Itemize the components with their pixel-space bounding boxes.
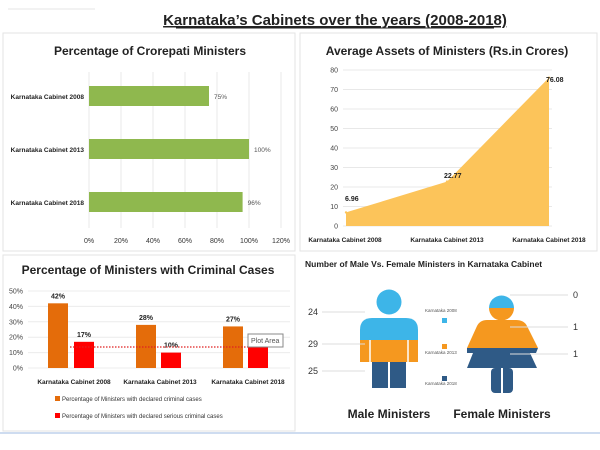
data-label: 75% xyxy=(214,94,227,101)
female-value: 1 xyxy=(573,322,578,332)
category-label: Karnataka Cabinet 2013 xyxy=(123,379,197,386)
legend-label: Karnataka 2013 xyxy=(425,350,457,355)
y-tick-label: 20% xyxy=(9,335,23,342)
category-label: Karnataka Cabinet 2018 xyxy=(11,200,85,207)
data-label: 17% xyxy=(77,332,92,339)
y-tick-label: 70 xyxy=(330,87,338,94)
data-label: 22.77 xyxy=(444,173,462,180)
legend-swatch xyxy=(442,318,447,323)
category-label: Karnataka Cabinet 2008 xyxy=(308,237,382,244)
chart-title: Average Assets of Ministers (Rs.in Crore… xyxy=(326,44,569,58)
category-label: Karnataka Cabinet 2008 xyxy=(11,94,85,101)
page-title: Karnataka’s Cabinets over the years (200… xyxy=(163,12,507,29)
female-head-top xyxy=(489,295,514,308)
category-label: Karnataka Cabinet 2018 xyxy=(211,379,285,386)
data-label: 76.08 xyxy=(546,77,564,84)
bar xyxy=(74,341,94,368)
male-value: 24 xyxy=(308,307,318,317)
x-tick-label: 60% xyxy=(178,238,192,245)
category-label: Karnataka Cabinet 2008 xyxy=(37,379,111,386)
bar xyxy=(89,139,249,159)
bar xyxy=(48,303,68,368)
female-label: Female Ministers xyxy=(453,407,551,421)
male-value: 25 xyxy=(308,366,318,376)
male-label: Male Ministers xyxy=(348,407,431,421)
female-value: 1 xyxy=(573,349,578,359)
bar xyxy=(248,344,268,368)
y-tick-label: 10% xyxy=(9,350,23,357)
y-tick-label: 30% xyxy=(9,319,23,326)
male-value: 29 xyxy=(308,339,318,349)
y-tick-label: 20 xyxy=(330,185,338,192)
y-tick-label: 10 xyxy=(330,204,338,211)
data-label: 27% xyxy=(226,316,241,323)
y-tick-label: 80 xyxy=(330,68,338,75)
y-tick-label: 30 xyxy=(330,165,338,172)
x-tick-label: 0% xyxy=(84,238,94,245)
category-label: Karnataka Cabinet 2013 xyxy=(11,147,85,154)
female-value: 0 xyxy=(573,290,578,300)
tooltip-text: Plot Area xyxy=(251,338,280,345)
y-tick-label: 0% xyxy=(13,366,23,373)
data-label: 100% xyxy=(254,147,271,154)
legend-swatch xyxy=(55,396,60,401)
x-tick-label: 20% xyxy=(114,238,128,245)
x-tick-label: 80% xyxy=(210,238,224,245)
legend-swatch xyxy=(442,344,447,349)
legend-label: Karnataka 2018 xyxy=(425,381,457,386)
y-tick-label: 40% xyxy=(9,304,23,311)
tooltip xyxy=(247,333,284,348)
y-tick-label: 40 xyxy=(330,146,338,153)
female-torso-2013 xyxy=(467,320,538,348)
area xyxy=(346,77,549,226)
data-label: 6.96 xyxy=(345,196,359,203)
chart-title: Number of Male Vs. Female Ministers in K… xyxy=(305,259,542,269)
data-label: 28% xyxy=(139,315,154,322)
female-skirt-2018 xyxy=(467,348,538,368)
data-point xyxy=(547,76,551,79)
data-point xyxy=(344,211,348,214)
y-tick-label: 50% xyxy=(9,289,23,296)
legend-label: Percentage of Ministers with declared se… xyxy=(62,414,223,420)
x-tick-label: 40% xyxy=(146,238,160,245)
category-label: Karnataka Cabinet 2013 xyxy=(410,237,484,244)
legend-label: Percentage of Ministers with declared cr… xyxy=(62,397,202,403)
data-label: 10% xyxy=(164,343,179,350)
legend-swatch xyxy=(442,376,447,381)
x-tick-label: 100% xyxy=(240,238,258,245)
y-tick-label: 0 xyxy=(334,224,338,231)
chart-title: Percentage of Ministers with Criminal Ca… xyxy=(22,263,275,277)
bar xyxy=(89,192,243,212)
y-tick-label: 60 xyxy=(330,107,338,114)
bar xyxy=(161,352,181,368)
male-head xyxy=(376,289,402,315)
female-head-bottom xyxy=(489,308,514,321)
x-tick-label: 120% xyxy=(272,238,290,245)
data-label: 96% xyxy=(248,200,261,207)
legend-swatch xyxy=(55,413,60,418)
male-torso-2013 xyxy=(360,340,418,362)
male-torso-2008 xyxy=(360,318,418,340)
data-point xyxy=(445,180,449,183)
category-label: Karnataka Cabinet 2018 xyxy=(512,237,586,244)
chart-title: Percentage of Crorepati Ministers xyxy=(54,44,246,58)
legend-label: Karnataka 2008 xyxy=(425,308,457,313)
y-tick-label: 50 xyxy=(330,126,338,133)
data-label: 42% xyxy=(51,293,66,300)
bar xyxy=(89,86,209,106)
